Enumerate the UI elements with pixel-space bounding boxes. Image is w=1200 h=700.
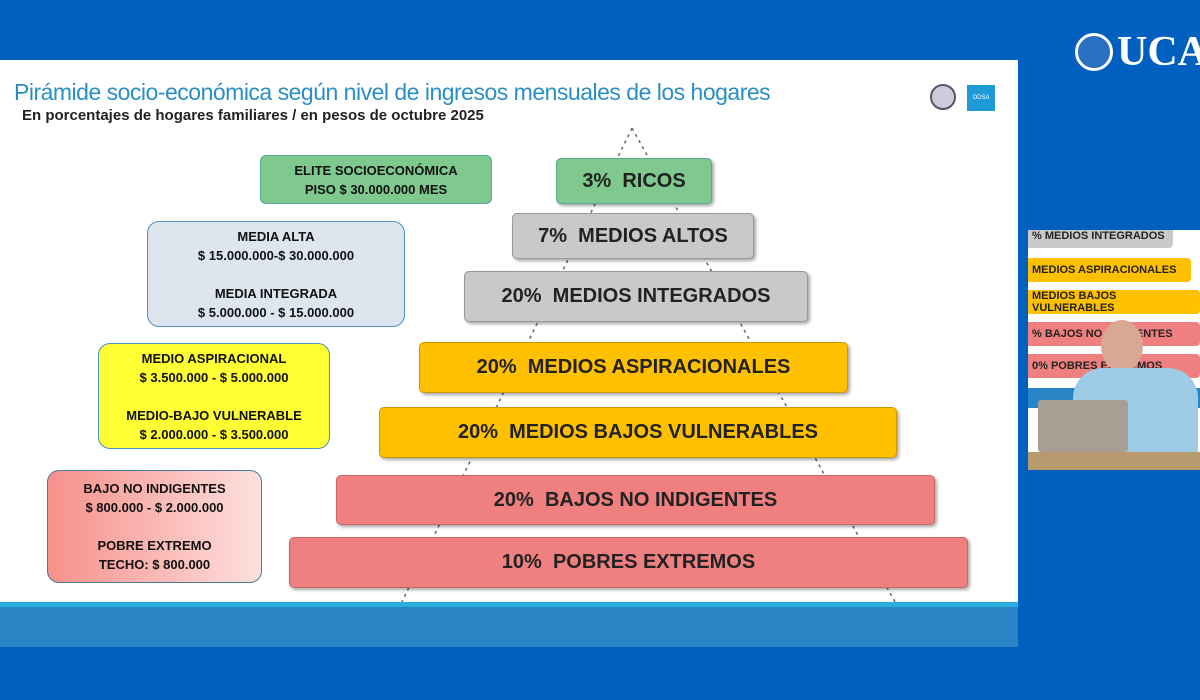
box-bajo: BAJO NO INDIGENTES $ 800.000 - $ 2.000.0…	[47, 470, 262, 583]
pyramid-level-bajos-no-indigentes: 20% BAJOS NO INDIGENTES	[336, 475, 935, 525]
desk	[1028, 452, 1200, 470]
pyramid-level-medios-aspiracionales: 20% MEDIOS ASPIRACIONALES	[419, 342, 848, 393]
box-text: BAJO NO INDIGENTES	[83, 481, 226, 496]
slide-footer-band	[0, 602, 1018, 647]
slide-subtitle: En porcentajes de hogares familiares / e…	[22, 107, 484, 124]
pyramid-level-medios-integrados: 20% MEDIOS INTEGRADOS	[464, 271, 808, 322]
pyramid-level-medios-bajos-vulnerables: 20% MEDIOS BAJOS VULNERABLES	[379, 407, 897, 458]
box-text: MEDIA ALTA	[237, 228, 315, 244]
box-text: TECHO: $ 800.000	[98, 557, 211, 572]
box-text: $ 3.500.000 - $ 5.000.000	[139, 369, 289, 385]
uca-seal-icon	[1075, 33, 1113, 71]
presentation-slide: Pirámide socio-económica según nivel de …	[0, 60, 1018, 647]
box-elite: ELITE SOCIOECONÓMICA PISO $ 30.000.000 M…	[260, 155, 492, 204]
slide-title: Pirámide socio-económica según nivel de …	[14, 79, 771, 105]
pyramid-level-pobres-extremos: 10% POBRES EXTREMOS	[289, 537, 968, 588]
pyramid-level-ricos: 3% RICOS	[556, 158, 712, 204]
video-bar: MEDIOS BAJOS VULNERABLES	[1028, 290, 1200, 314]
box-text: $ 800.000 - $ 2.000.000	[85, 500, 224, 515]
speaker-video: % MEDIOS INTEGRADOS MEDIOS ASPIRACIONALE…	[1028, 230, 1200, 470]
box-text: MEDIO ASPIRACIONAL	[141, 350, 287, 366]
video-bar: MEDIOS ASPIRACIONALES	[1028, 258, 1191, 282]
box-text: ELITE SOCIOECONÓMICA	[294, 162, 458, 178]
laptop	[1038, 400, 1128, 452]
box-text: $ 2.000.000 - $ 3.500.000	[139, 426, 289, 442]
box-media: MEDIA ALTA $ 15.000.000-$ 30.000.000 MED…	[147, 221, 405, 327]
box-text: $ 15.000.000-$ 30.000.000	[197, 247, 355, 263]
box-text: POBRE EXTREMO	[97, 538, 212, 553]
box-text: MEDIO-BAJO VULNERABLE	[126, 407, 302, 423]
box-text: PISO $ 30.000.000 MES	[304, 181, 448, 197]
uca-seal-icon	[930, 84, 956, 110]
video-bar: % MEDIOS INTEGRADOS	[1028, 230, 1173, 248]
pyramid-level-medios-altos: 7% MEDIOS ALTOS	[512, 213, 754, 259]
uca-logo: UCA	[1075, 28, 1200, 76]
odsa-logo: ODSA	[967, 85, 995, 111]
box-text: MEDIA INTEGRADA	[214, 285, 338, 301]
box-text: $ 5.000.000 - $ 15.000.000	[197, 304, 355, 320]
box-medio: MEDIO ASPIRACIONAL $ 3.500.000 - $ 5.000…	[98, 343, 330, 449]
